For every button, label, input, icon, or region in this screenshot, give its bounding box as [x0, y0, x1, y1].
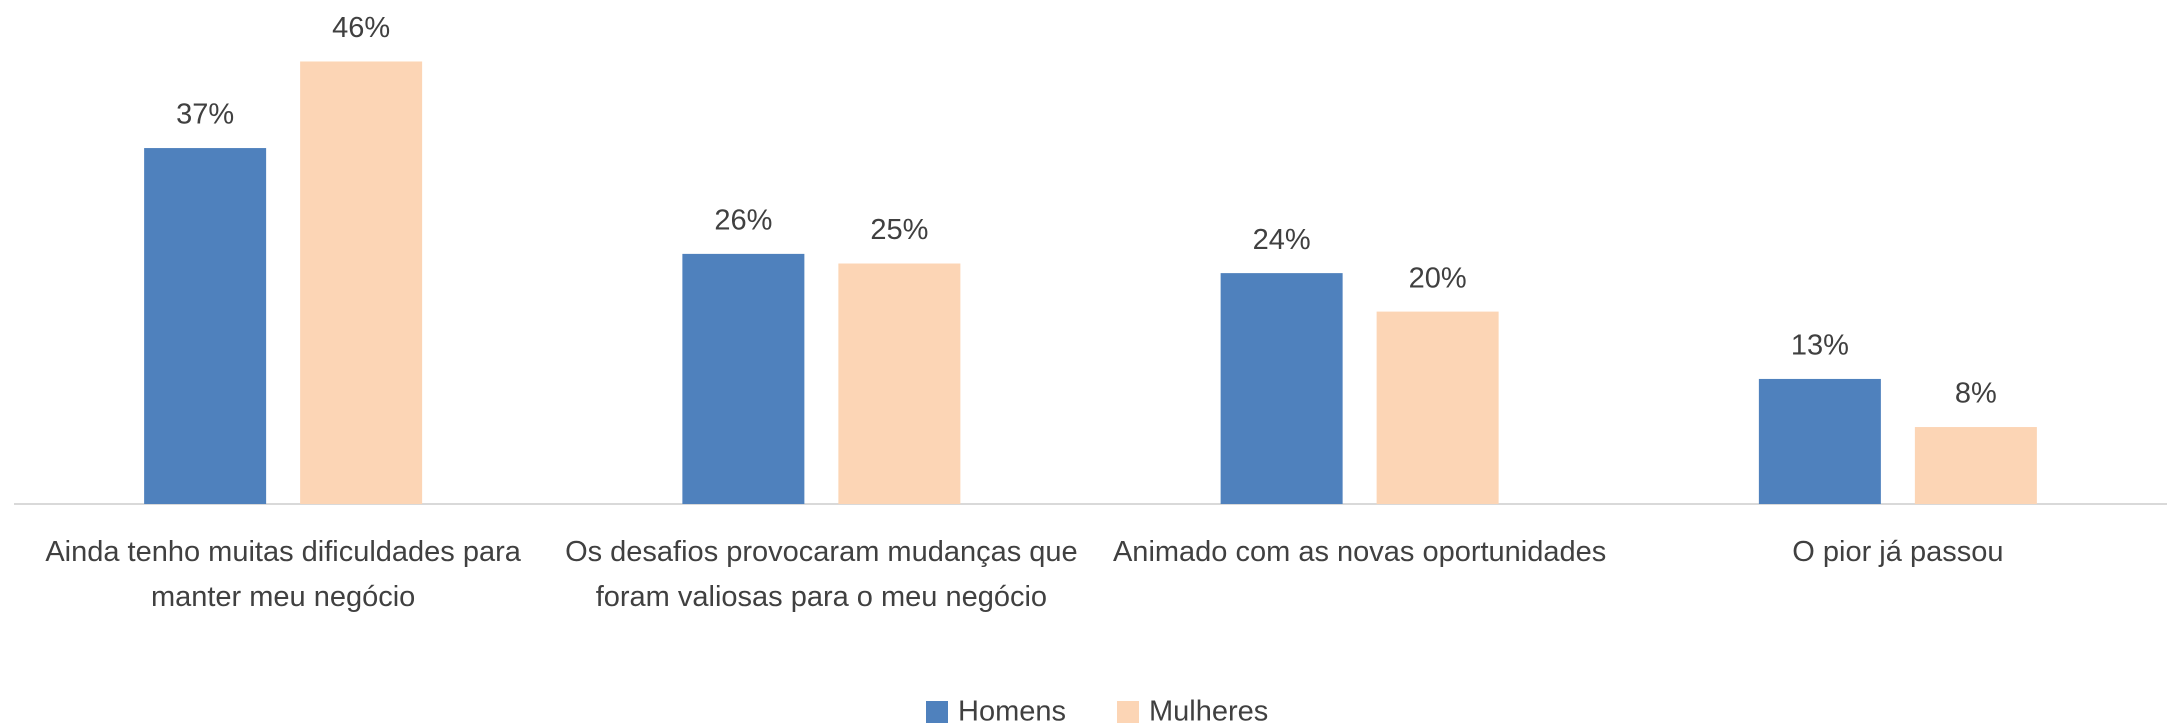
x-tick-label: Ainda tenho muitas dificuldades para man…: [45, 536, 521, 613]
bar: [1914, 427, 2037, 504]
bar: [144, 148, 267, 504]
value-label: 13%: [1791, 330, 1849, 362]
bar: [838, 263, 961, 504]
value-label: 26%: [714, 205, 772, 237]
value-label: 46%: [332, 12, 390, 44]
value-label: 37%: [176, 99, 234, 131]
legend-swatch: [1117, 701, 1139, 723]
x-label-box: Ainda tenho muitas dificuldades para man…: [45, 536, 521, 613]
x-tick-label: Os desafios provocaram mudanças que fora…: [565, 536, 1078, 613]
bar: [682, 253, 805, 504]
legend-label: Mulheres: [1149, 696, 1268, 727]
value-label: 20%: [1409, 262, 1467, 294]
value-label: 25%: [870, 214, 928, 246]
bar: [300, 61, 423, 504]
x-tick-label: Animado com as novas oportunidades: [1112, 536, 1607, 568]
value-label: 8%: [1955, 378, 1997, 410]
x-tick-label: O pior já passou: [1792, 536, 2004, 568]
bar: [1758, 378, 1881, 504]
legend-swatch: [926, 701, 948, 723]
x-label-box: Os desafios provocaram mudanças que fora…: [565, 536, 1078, 613]
legend-label: Homens: [958, 696, 1066, 727]
value-label: 24%: [1253, 224, 1311, 256]
x-label-box: Animado com as novas oportunidades: [1112, 536, 1607, 568]
bar: [1220, 273, 1343, 504]
x-label-box: O pior já passou: [1792, 536, 2004, 568]
bar: [1376, 311, 1499, 504]
